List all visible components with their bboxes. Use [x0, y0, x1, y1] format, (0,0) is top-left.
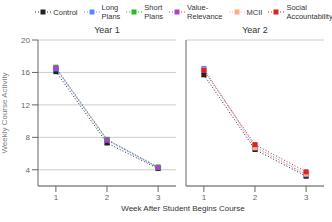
svg-text:3: 3: [304, 193, 309, 202]
html-text:Year 1: Year 1: [94, 25, 120, 35]
html-text:MCII: MCII: [246, 7, 263, 17]
html-text:Plans: Plans: [144, 12, 164, 21]
html-text:Accountability: Accountability: [286, 12, 332, 21]
html-text:Week After Student Begins Cour: Week After Student Begins Course: [121, 204, 245, 213]
svg-text:4: 4: [26, 166, 31, 175]
html-text:Short: Short: [144, 3, 163, 12]
svg-text:3: 3: [156, 193, 161, 202]
html-text:Relevance: Relevance: [187, 12, 223, 21]
html-text:Year 2: Year 2: [242, 25, 268, 35]
svg-text:Weekly Course Activity: Weekly Course Activity: [8, 72, 9, 153]
svg-text:12: 12: [21, 101, 30, 110]
svg-text:2: 2: [105, 193, 110, 202]
html-text:Control: Control: [53, 7, 78, 17]
html-text:Social: Social: [286, 3, 307, 12]
html-text:Value-: Value-: [187, 3, 209, 12]
svg-text:8: 8: [26, 133, 31, 142]
svg-text:16: 16: [21, 68, 30, 77]
html-text:Long: Long: [101, 3, 119, 12]
svg-text:20: 20: [21, 36, 30, 45]
svg-text:2: 2: [253, 193, 258, 202]
html-text:Plans: Plans: [101, 12, 121, 21]
svg-text:1: 1: [54, 193, 59, 202]
svg-text:1: 1: [202, 193, 207, 202]
